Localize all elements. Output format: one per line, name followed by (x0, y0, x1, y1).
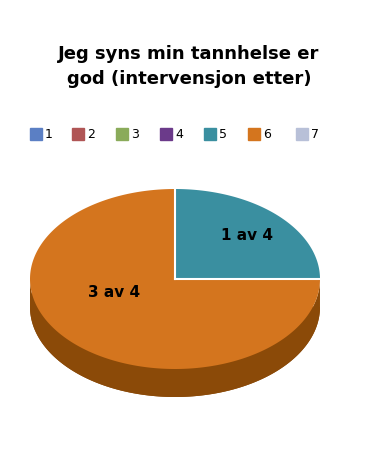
Text: 3 av 4: 3 av 4 (88, 285, 140, 301)
Bar (116, 128, 128, 140)
Bar (296, 128, 308, 140)
Bar (160, 128, 172, 140)
Text: 3: 3 (131, 128, 139, 140)
Bar (30, 128, 42, 140)
Polygon shape (30, 189, 320, 369)
Bar (248, 128, 260, 140)
Bar (72, 128, 84, 140)
Polygon shape (30, 217, 320, 397)
Polygon shape (175, 189, 320, 279)
Text: 4: 4 (175, 128, 183, 140)
Text: 1: 1 (45, 128, 53, 140)
Text: 5: 5 (219, 128, 227, 140)
Text: 6: 6 (263, 128, 271, 140)
Text: 7: 7 (311, 128, 319, 140)
Polygon shape (30, 280, 320, 397)
Text: 1 av 4: 1 av 4 (220, 228, 273, 243)
Text: 2: 2 (87, 128, 95, 140)
Text: Jeg syns min tannhelse er: Jeg syns min tannhelse er (58, 45, 320, 63)
Text: god (intervensjon etter): god (intervensjon etter) (67, 70, 311, 88)
Bar (204, 128, 216, 140)
